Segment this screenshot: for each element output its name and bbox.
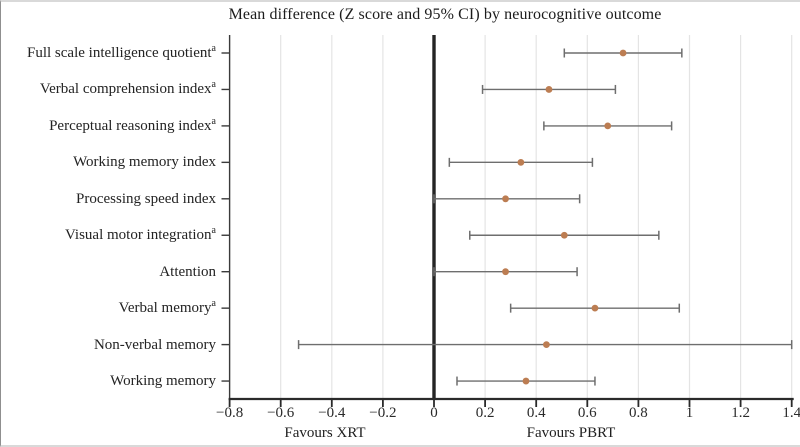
category-label: Verbal memorya [118, 298, 216, 317]
point-estimate [522, 377, 530, 385]
x-tick-label: 1.4 [782, 405, 800, 421]
point-estimate [560, 231, 568, 239]
favours-right-label: Favours PBRT [526, 425, 616, 441]
category-label: Visual motor integrationa [64, 225, 216, 244]
footnote-marker: a [211, 225, 216, 237]
point-estimate [591, 304, 599, 312]
x-tick-label: 0.4 [526, 405, 546, 421]
x-tick-label: −0.8 [215, 405, 244, 421]
favours-left-label: Favours XRT [284, 425, 366, 441]
category-label: Perceptual reasoning indexa [49, 115, 216, 134]
point-estimate [502, 195, 509, 203]
point-estimate [619, 49, 627, 57]
point-estimate [545, 86, 553, 93]
x-tick-label: 0 [430, 405, 438, 421]
x-tick-label: −0.6 [267, 405, 295, 421]
x-tick-label: −0.4 [318, 405, 346, 421]
point-estimate [604, 122, 612, 130]
chart-title: Mean difference (Z score and 95% CI) by … [228, 6, 662, 23]
category-label: Non-verbal memory [93, 336, 216, 353]
x-tick-label: 0.6 [577, 405, 597, 421]
category-label: Full scale intelligence quotienta [27, 43, 216, 62]
category-label: Attention [159, 263, 216, 280]
x-tick-label: 1.2 [731, 405, 750, 421]
category-label: Working memory [110, 373, 216, 390]
x-tick-label: 1 [685, 405, 694, 421]
x-tick-label: 0.2 [475, 405, 495, 421]
x-tick-label: 0.8 [629, 405, 648, 421]
footnote-marker: a [211, 79, 216, 91]
category-label: Verbal comprehension indexa [39, 79, 216, 98]
point-estimate [502, 268, 509, 276]
category-label: Processing speed index [76, 190, 216, 207]
point-estimate [543, 341, 550, 348]
footnote-marker: a [211, 43, 216, 54]
category-label: Working memory index [73, 154, 216, 171]
footnote-marker: a [211, 298, 216, 310]
footnote-marker: a [211, 115, 216, 127]
point-estimate [517, 158, 525, 166]
y-axis-labels: Full scale intelligence quotienta Verbal … [1, 2, 218, 445]
x-tick-label: −0.2 [369, 405, 397, 421]
